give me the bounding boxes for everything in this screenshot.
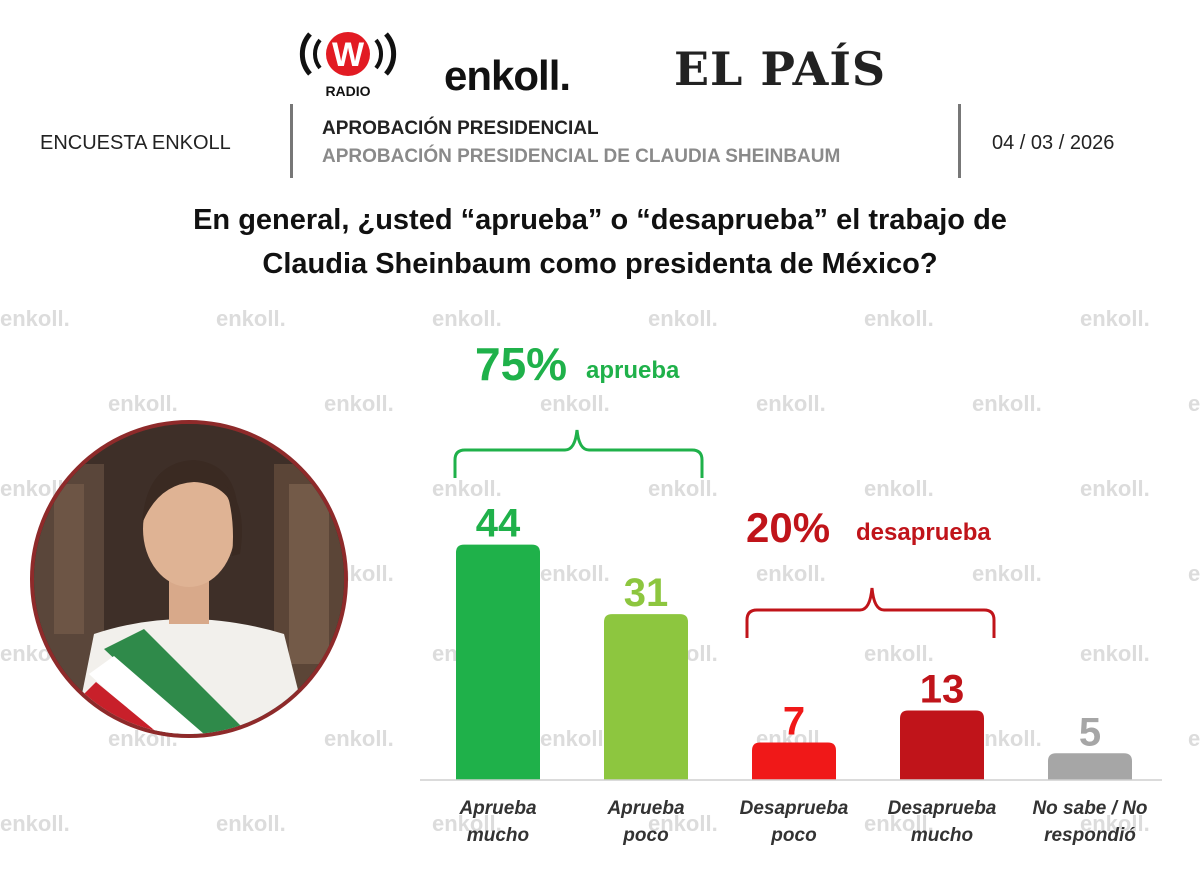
bar-value-label: 7: [783, 700, 805, 744]
bar: [1048, 753, 1132, 780]
watermark-text: enkoll.: [864, 641, 934, 666]
watermark-text: enkoll.: [1080, 306, 1150, 331]
svg-text:RADIO: RADIO: [325, 83, 370, 99]
watermark-text: enkoll.: [864, 306, 934, 331]
x-axis-labels: Aprueba mucho Aprueba poco Desaprueba poco Des…: [458, 798, 1147, 846]
watermark-text: enkoll.: [1188, 726, 1200, 751]
watermark-text: enkoll.: [1080, 811, 1150, 836]
watermark-text: enkoll.: [540, 561, 610, 586]
survey-subtitle: APROBACIÓN PRESIDENCIAL DE CLAUDIA SHEIN…: [322, 146, 841, 167]
approve-bracket: [453, 429, 704, 478]
watermark-text: enkoll.: [1080, 641, 1150, 666]
approve-group-word: aprueba: [586, 357, 680, 384]
x-tick-label: Desaprueba: [740, 798, 849, 819]
survey-question: En general, ¿usted “aprueba” o “desaprue…: [100, 198, 1100, 286]
disapprove-group-word: desaprueba: [856, 519, 991, 546]
bar: [604, 614, 688, 780]
watermark-text: enkoll.: [1188, 391, 1200, 416]
enkoll-logo: enkoll.: [444, 52, 571, 99]
watermark-text: enkoll.: [864, 811, 934, 836]
survey-source: ENCUESTA ENKOLL: [40, 132, 231, 154]
watermark-text: enkoll.: [972, 391, 1042, 416]
watermark-text: enkoll.: [432, 476, 502, 501]
watermark-text: enkoll.: [432, 306, 502, 331]
watermark-text: enkoll.: [648, 811, 718, 836]
survey-date: 04 / 03 / 2026: [992, 132, 1115, 154]
president-portrait: [30, 420, 348, 738]
disapprove-total-label: 20%: [746, 504, 830, 551]
watermark-text: enkoll.: [648, 476, 718, 501]
approve-total-label: 75%: [475, 338, 567, 390]
x-tick-label: Desaprueba: [888, 798, 997, 819]
x-tick-label: respondió: [1044, 825, 1136, 846]
x-tick-label: No sabe / No: [1032, 798, 1147, 819]
bars-group: 44 31 7 13 5: [456, 502, 1132, 780]
survey-title: APROBACIÓN PRESIDENCIAL: [322, 118, 599, 139]
disapprove-bracket: [745, 587, 996, 638]
bar: [752, 742, 836, 780]
watermark-text: enkoll.: [1188, 561, 1200, 586]
x-tick-label: mucho: [911, 825, 973, 846]
watermark-text: enkoll.: [864, 476, 934, 501]
approval-bar-chart: 75% aprueba 20% desaprueba 44 31 7 13 5 Apru…: [420, 338, 1162, 846]
w-radio-logo: W RADIO: [299, 32, 397, 99]
watermark-text: enkoll.: [756, 561, 826, 586]
watermark-text: enkoll.: [324, 726, 394, 751]
x-tick-label: poco: [622, 825, 668, 846]
watermark-text: enkoll.: [324, 391, 394, 416]
watermark-text: enkoll.: [540, 726, 610, 751]
watermark-text: enkoll.: [432, 811, 502, 836]
watermark-text: enkoll.: [648, 306, 718, 331]
watermark-text: enkoll.: [0, 811, 70, 836]
portrait-illustration: [34, 424, 344, 734]
x-tick-label: Aprueba: [606, 798, 685, 819]
header-divider-right: [958, 104, 961, 178]
watermark-text: enkoll.: [540, 391, 610, 416]
x-tick-label: Aprueba: [458, 798, 537, 819]
survey-header: ENCUESTA ENKOLL APROBACIÓN PRESIDENCIAL …: [0, 104, 1200, 180]
x-tick-label: poco: [770, 825, 816, 846]
bar: [900, 710, 984, 780]
header-divider-left: [290, 104, 293, 178]
watermark-text: enkoll.: [972, 561, 1042, 586]
question-line-2: Claudia Sheinbaum como presidenta de Méx…: [262, 248, 938, 280]
bar-value-label: 44: [476, 502, 521, 546]
bar-value-label: 5: [1079, 710, 1101, 754]
watermark-text: enkoll.: [1080, 476, 1150, 501]
brand-logos: W RADIO enkoll. EL PAÍS: [0, 18, 1200, 99]
watermark-text: enkoll.: [216, 811, 286, 836]
bar: [456, 544, 540, 780]
bar-value-label: 31: [624, 571, 669, 615]
x-tick-label: mucho: [467, 825, 529, 846]
watermark-text: enkoll.: [0, 306, 70, 331]
watermark-text: enkoll.: [108, 391, 178, 416]
watermark-text: enkoll.: [216, 306, 286, 331]
el-pais-logo: EL PAÍS: [674, 42, 887, 96]
question-line-1: En general, ¿usted “aprueba” o “desaprue…: [193, 204, 1007, 236]
watermark-text: enkoll.: [756, 391, 826, 416]
svg-text:W: W: [332, 36, 365, 74]
bar-value-label: 13: [920, 667, 965, 711]
